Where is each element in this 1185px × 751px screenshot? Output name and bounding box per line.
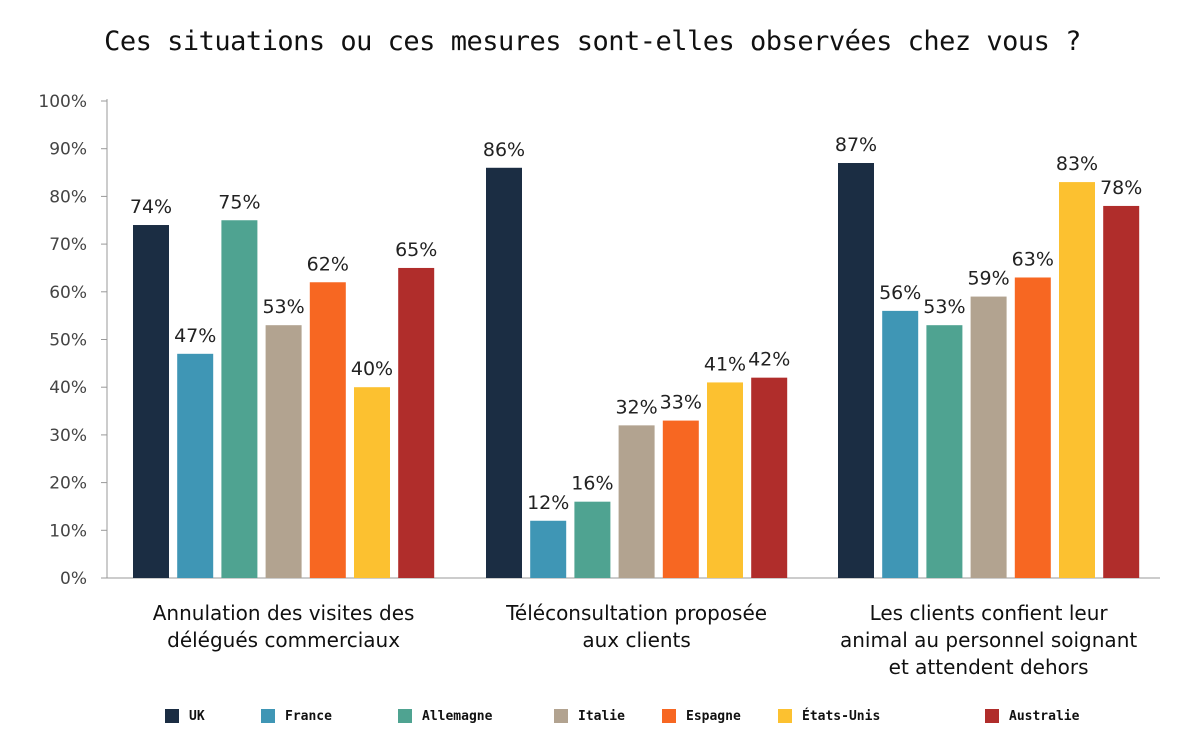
bar-value-label: 63% bbox=[1012, 248, 1054, 270]
x-category-label: Téléconsultation proposée aux clients bbox=[505, 601, 767, 652]
bar bbox=[707, 382, 743, 578]
bar-value-label: 53% bbox=[262, 296, 304, 318]
bar bbox=[838, 163, 874, 578]
legend-swatch bbox=[778, 709, 792, 723]
bar-value-label: 41% bbox=[704, 353, 746, 375]
bar-value-label: 59% bbox=[967, 268, 1009, 290]
y-tick-label: 70% bbox=[49, 235, 87, 255]
bar-value-label: 47% bbox=[174, 325, 216, 347]
bar-value-label: 87% bbox=[835, 134, 877, 156]
legend-label: Australie bbox=[1009, 708, 1080, 724]
legend-item: États-Unis bbox=[778, 705, 880, 727]
bar bbox=[398, 267, 435, 578]
bar bbox=[354, 387, 390, 578]
legend-item: Italie bbox=[554, 705, 625, 727]
bar-value-label: 32% bbox=[615, 396, 657, 418]
bar-value-label: 16% bbox=[571, 473, 613, 495]
bar bbox=[221, 220, 258, 578]
legend: UK France Allemagne Italie Espagne États-Unis… bbox=[0, 705, 1185, 727]
bar bbox=[926, 325, 963, 578]
y-tick-label: 40% bbox=[49, 378, 87, 398]
legend-label: États-Unis bbox=[802, 708, 881, 724]
bar-value-label: 12% bbox=[527, 492, 569, 514]
legend-label: Allemagne bbox=[422, 708, 493, 724]
legend-item: Espagne bbox=[662, 705, 741, 727]
bar bbox=[574, 501, 611, 578]
y-tick-label: 90% bbox=[49, 140, 87, 160]
bar-value-label: 56% bbox=[879, 282, 921, 304]
bar-value-label: 33% bbox=[660, 392, 702, 414]
legend-item: Australie bbox=[985, 705, 1079, 727]
legend-swatch bbox=[985, 709, 999, 723]
bar bbox=[751, 377, 788, 578]
legend-swatch bbox=[554, 709, 568, 723]
y-tick-label: 30% bbox=[49, 426, 87, 446]
y-tick-label: 80% bbox=[49, 187, 87, 207]
y-tick-label: 60% bbox=[49, 283, 87, 303]
bar-value-label: 65% bbox=[395, 239, 437, 261]
y-tick-label: 50% bbox=[49, 331, 87, 351]
legend-item: UK bbox=[165, 705, 205, 727]
bar bbox=[177, 353, 214, 578]
bar-value-label: 74% bbox=[130, 196, 172, 218]
legend-swatch bbox=[398, 709, 412, 723]
y-tick-label: 0% bbox=[60, 569, 87, 589]
bar-value-label: 42% bbox=[748, 349, 790, 371]
y-tick-label: 10% bbox=[49, 521, 87, 541]
legend-swatch bbox=[662, 709, 676, 723]
bar bbox=[1103, 205, 1140, 578]
legend-label: UK bbox=[189, 708, 205, 724]
plot-area: 0% 10% 20% 30% 40% 50% 60% 70% 80% 90% 100% 74% 86% 8… bbox=[38, 92, 1160, 679]
bar bbox=[618, 425, 655, 578]
bar bbox=[882, 310, 919, 578]
y-tick-label: 100% bbox=[38, 92, 87, 112]
bar bbox=[309, 282, 346, 578]
bar-value-label: 75% bbox=[218, 191, 260, 213]
y-tick-label: 20% bbox=[49, 474, 87, 494]
legend-label: Espagne bbox=[686, 708, 741, 724]
bar-value-label: 78% bbox=[1100, 177, 1142, 199]
legend-label: France bbox=[285, 708, 332, 724]
legend-item: France bbox=[261, 705, 332, 727]
x-category-label: Les clients confient leur animal au perso… bbox=[840, 601, 1137, 679]
bar bbox=[662, 420, 699, 578]
legend-item: Allemagne bbox=[398, 705, 492, 727]
bar bbox=[1014, 277, 1051, 578]
bar bbox=[970, 296, 1007, 578]
x-category-label: Annulation des visites des délégués comme… bbox=[153, 601, 415, 652]
bar-value-label: 86% bbox=[483, 139, 525, 161]
bar bbox=[265, 325, 302, 578]
chart-title: Ces situations ou ces mesures sont-elles… bbox=[104, 26, 1081, 57]
legend-label: Italie bbox=[578, 708, 625, 724]
legend-swatch bbox=[165, 709, 179, 723]
legend-swatch bbox=[261, 709, 275, 723]
bar-value-label: 62% bbox=[307, 253, 349, 275]
bar bbox=[133, 225, 169, 578]
bar bbox=[530, 520, 567, 578]
bar bbox=[1059, 182, 1095, 578]
bar-value-label: 53% bbox=[923, 296, 965, 318]
bar-value-label: 40% bbox=[351, 358, 393, 380]
bar bbox=[486, 167, 522, 578]
bar-value-label: 83% bbox=[1056, 153, 1098, 175]
